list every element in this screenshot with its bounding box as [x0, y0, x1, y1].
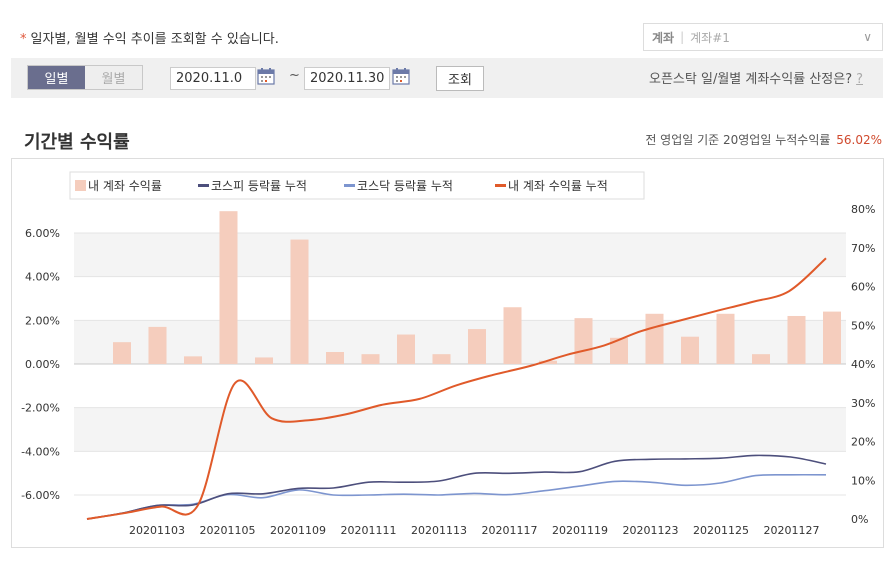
right-tick-label: 80%	[851, 203, 875, 216]
x-tick-label: 20201111	[341, 524, 397, 537]
x-tick-label: 20201125	[693, 524, 749, 537]
grid-band	[74, 407, 846, 452]
left-tick-label: 2.00%	[25, 314, 60, 327]
notice-text: * 일자별, 월별 수익 추이를 조회할 수 있습니다.	[20, 32, 279, 47]
daily-tab[interactable]: 일별	[28, 66, 85, 89]
left-tick-label: 0.00%	[25, 358, 60, 371]
right-tick-label: 0%	[851, 513, 868, 526]
help-text: 오픈스탁 일/월별 계좌수익률 산정은??	[649, 72, 863, 87]
x-tick-label: 20201123	[623, 524, 679, 537]
calendar-icon[interactable]	[257, 68, 275, 85]
right-tick-label: 40%	[851, 358, 875, 371]
filter-bar: 일별 월별 2020.11.0 ~ 2020.11.30 조회 오픈스탁 일/월…	[11, 58, 883, 98]
section-title: 기간별 수익률	[24, 132, 130, 153]
account-value: 계좌#1	[690, 30, 730, 45]
bar-my-daily-return	[432, 354, 451, 364]
line-my-cumulative-return	[86, 257, 827, 520]
right-tick-label: 30%	[851, 397, 875, 410]
bar-my-daily-return	[823, 311, 841, 364]
bar-my-daily-return	[113, 342, 131, 364]
legend-swatch	[75, 180, 86, 191]
left-tick-label: -2.00%	[21, 402, 60, 415]
date-range-tilde: ~	[289, 68, 300, 83]
chart-container: 6.00% 4.00% 2.00% 0.00% -2.00% -4.00% -6.00% 80…	[11, 158, 884, 548]
bar-my-daily-return	[752, 354, 770, 364]
left-tick-label: 6.00%	[25, 227, 60, 240]
period-toggle: 일별 월별	[27, 65, 143, 90]
bar-my-daily-return	[539, 360, 557, 364]
bar-my-daily-return	[681, 336, 699, 364]
bar-my-daily-return	[219, 211, 238, 364]
x-tick-label: 20201117	[482, 524, 538, 537]
left-tick-label: -6.00%	[21, 489, 60, 502]
account-divider: |	[680, 30, 685, 44]
chevron-down-icon[interactable]: ∨	[863, 30, 872, 44]
x-tick-label: 20201105	[200, 524, 256, 537]
legend-label: 내 계좌 수익률 누적	[508, 179, 608, 193]
asterisk-icon: *	[20, 32, 27, 47]
legend-swatch	[495, 184, 506, 187]
bar-my-daily-return	[361, 354, 380, 364]
cumulative-value: 56.02%	[836, 133, 882, 147]
x-tick-label: 20201103	[129, 524, 185, 537]
bar-my-daily-return	[184, 356, 202, 364]
legend-label: 코스피 등락률 누적	[211, 179, 307, 193]
start-date-input[interactable]: 2020.11.0	[170, 67, 256, 90]
line-kosdaq-cumulative	[86, 473, 827, 520]
legend-label: 코스닥 등락률 누적	[357, 179, 453, 193]
legend-swatch	[344, 184, 355, 187]
bar-my-daily-return	[645, 313, 664, 364]
right-tick-label: 70%	[851, 242, 875, 255]
account-label: 계좌	[652, 30, 675, 45]
bar-my-daily-return	[326, 351, 344, 364]
bar-my-daily-return	[148, 326, 167, 364]
help-question-link[interactable]: ?	[856, 72, 863, 87]
return-chart: 6.00% 4.00% 2.00% 0.00% -2.00% -4.00% -6.00% 80…	[21, 171, 875, 537]
right-tick-label: 20%	[851, 436, 875, 449]
end-date-input[interactable]: 2020.11.30	[304, 67, 390, 90]
bar-my-daily-return	[468, 329, 486, 364]
calendar-icon[interactable]	[392, 68, 410, 85]
monthly-tab[interactable]: 월별	[101, 72, 126, 87]
x-tick-label: 20201127	[764, 524, 820, 537]
legend-label: 내 계좌 수익률	[88, 179, 162, 193]
right-tick-label: 60%	[851, 281, 875, 294]
right-tick-label: 10%	[851, 474, 875, 487]
search-button[interactable]: 조회	[436, 66, 484, 91]
bar-my-daily-return	[290, 239, 309, 364]
bar-my-daily-return	[716, 313, 735, 364]
line-kospi-cumulative	[86, 454, 827, 520]
x-tick-label: 20201109	[270, 524, 326, 537]
bar-my-daily-return	[397, 334, 415, 364]
bar-my-daily-return	[787, 315, 806, 364]
left-tick-label: 4.00%	[25, 271, 60, 284]
grid-band	[74, 233, 846, 277]
left-tick-label: -4.00%	[21, 445, 60, 458]
bar-my-daily-return	[255, 357, 273, 364]
legend-swatch	[198, 184, 209, 187]
bar-my-daily-return	[610, 337, 628, 364]
bar-my-daily-return	[574, 318, 593, 364]
right-tick-label: 50%	[851, 319, 875, 332]
account-select[interactable]: 계좌 | 계좌#1 ∨	[643, 23, 883, 51]
bar-my-daily-return	[503, 307, 522, 364]
cumulative-summary: 전 영업일 기준 20영업일 누적수익률 56.02%	[645, 133, 882, 147]
x-tick-label: 20201119	[552, 524, 608, 537]
x-tick-label: 20201113	[411, 524, 467, 537]
legend-box	[69, 171, 645, 200]
